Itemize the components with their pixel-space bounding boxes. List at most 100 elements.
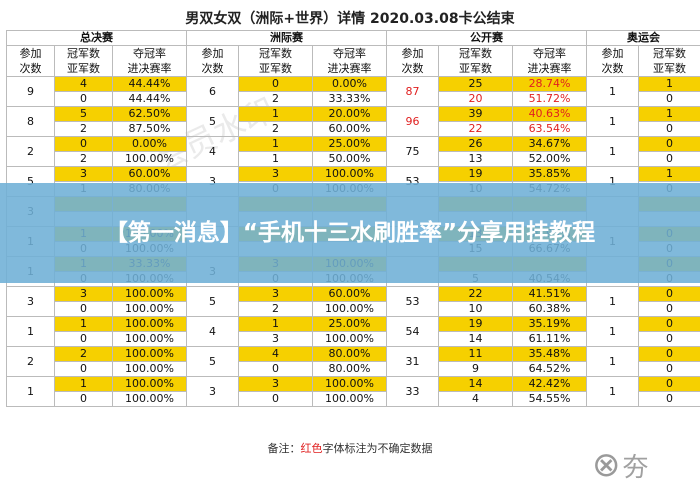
champion-cell: 1 [238,136,314,152]
champion-cell: 1 [638,106,700,122]
win-rate-cell: 100.00% [111,346,188,362]
runner-up-cell: 0 [238,361,314,377]
table-row: 1 1 100.00% 3 3 100.00% 33 14 42.42% 1 0 [6,376,700,407]
sub-header-participations: 参加 次数 [386,45,440,77]
participations-cell: 6 [186,76,240,107]
participations-cell: 1 [586,106,640,137]
table-row: 9 4 44.44% 6 0 0.00% 87 25 28.74% 1 1 [6,76,700,107]
runner-up-cell: 0 [638,361,700,377]
participations-cell: 1 [586,376,640,407]
participations-cell: 1 [586,136,640,167]
table-row: 0 100.00% 3 100.00% 14 61.11% 0 [7,331,700,347]
final-rate-cell: 87.50% [111,121,188,137]
final-rate-cell: 63.54% [512,121,588,137]
champion-cell: 1 [54,316,113,332]
win-rate-cell: 20.00% [312,106,388,122]
champion-cell: 39 [438,106,514,122]
final-rate-cell: 61.11% [512,331,588,347]
participations-cell: 5 [186,346,240,377]
sub-header-participations: 参加 次数 [586,45,640,77]
champion-cell: 19 [438,166,514,182]
runner-up-cell: 0 [54,331,113,347]
runner-up-cell: 2 [54,151,113,167]
participations-cell: 4 [186,316,240,347]
sub-header-rate: 夺冠率 进决赛率 [512,45,588,77]
participations-cell: 75 [386,136,440,167]
win-rate-cell: 100.00% [111,316,188,332]
runner-up-cell: 20 [438,91,514,107]
final-rate-cell: 100.00% [111,331,188,347]
champion-cell: 0 [638,136,700,152]
brand-logo: ⊗ 夯 [592,446,692,484]
runner-up-cell: 0 [238,391,314,407]
runner-up-cell: 2 [238,301,314,317]
sub-header-champion: 冠军数 亚军数 [438,45,514,77]
group-header-open: 公开赛 [386,30,588,46]
sub-header-rate: 夺冠率 进决赛率 [312,45,388,77]
final-rate-cell: 60.38% [512,301,588,317]
champion-cell: 3 [238,376,314,392]
participations-cell: 1 [6,376,55,407]
champion-cell: 4 [238,346,314,362]
runner-up-cell: 0 [54,91,113,107]
participations-cell: 54 [386,316,440,347]
champion-cell: 0 [238,76,314,92]
champion-cell: 0 [638,376,700,392]
champion-cell: 19 [438,316,514,332]
participations-cell: 1 [6,316,55,347]
champion-cell: 1 [54,376,113,392]
win-rate-cell: 0.00% [312,76,388,92]
runner-up-cell: 0 [54,361,113,377]
runner-up-cell: 2 [238,91,314,107]
participations-cell: 87 [386,76,440,107]
win-rate-cell: 100.00% [312,376,388,392]
group-header-final: 总决赛 [5,30,188,46]
runner-up-cell: 13 [438,151,514,167]
page-title: 男双女双（洲际+世界）详情 2020.03.08卡公结束 [185,11,515,27]
champion-cell: 4 [54,76,113,92]
champion-cell: 26 [438,136,514,152]
promo-banner[interactable]: 【第一消息】“手机十三水刷胜率”分享用挂教程 [0,183,700,283]
brand-logo-text: 夯 [622,452,649,483]
win-rate-cell: 34.67% [512,136,588,152]
participations-cell: 1 [586,76,640,107]
table-row: 2 87.50% 2 60.00% 22 63.54% 0 [7,121,700,137]
final-rate-cell: 50.00% [312,151,388,167]
table-row: 0 100.00% 2 100.00% 10 60.38% 0 [7,301,700,317]
champion-cell: 1 [638,76,700,92]
sub-header-rate: 夺冠率 进决赛率 [111,45,188,77]
win-rate-cell: 60.00% [111,166,188,182]
champion-cell: 1 [638,166,700,182]
table-row: 3 3 100.00% 5 3 60.00% 53 22 41.51% 1 0 [6,286,700,317]
win-rate-cell: 42.42% [512,376,588,392]
runner-up-cell: 0 [638,151,700,167]
participations-cell: 3 [186,376,240,407]
champion-cell: 1 [238,106,314,122]
win-rate-cell: 100.00% [111,286,188,302]
participations-cell: 8 [6,106,55,137]
sub-header-champion: 冠军数 亚军数 [638,45,700,77]
final-rate-cell: 60.00% [312,121,388,137]
participations-cell: 9 [6,76,55,107]
runner-up-cell: 14 [438,331,514,347]
final-rate-cell: 51.72% [512,91,588,107]
final-rate-cell: 54.55% [512,391,588,407]
runner-up-cell: 0 [638,121,700,137]
final-rate-cell: 80.00% [312,361,388,377]
footnote-red-word: 红色 [300,442,323,455]
runner-up-cell: 2 [238,121,314,137]
runner-up-cell: 10 [438,301,514,317]
champion-cell: 5 [54,106,113,122]
final-rate-cell: 33.33% [312,91,388,107]
win-rate-cell: 35.19% [512,316,588,332]
promo-banner-text[interactable]: 【第一消息】“手机十三水刷胜率”分享用挂教程 [104,220,596,246]
champion-cell: 14 [438,376,514,392]
runner-up-cell: 0 [638,301,700,317]
participations-cell: 3 [6,286,55,317]
participations-cell: 5 [186,286,240,317]
group-header-row: 总决赛 洲际赛 公开赛 奥运会 [5,30,700,46]
runner-up-cell: 1 [238,151,314,167]
champion-cell: 0 [638,286,700,302]
win-rate-cell: 25.00% [312,316,388,332]
table-row: 2 2 100.00% 5 4 80.00% 31 11 35.48% 1 0 [6,346,700,377]
